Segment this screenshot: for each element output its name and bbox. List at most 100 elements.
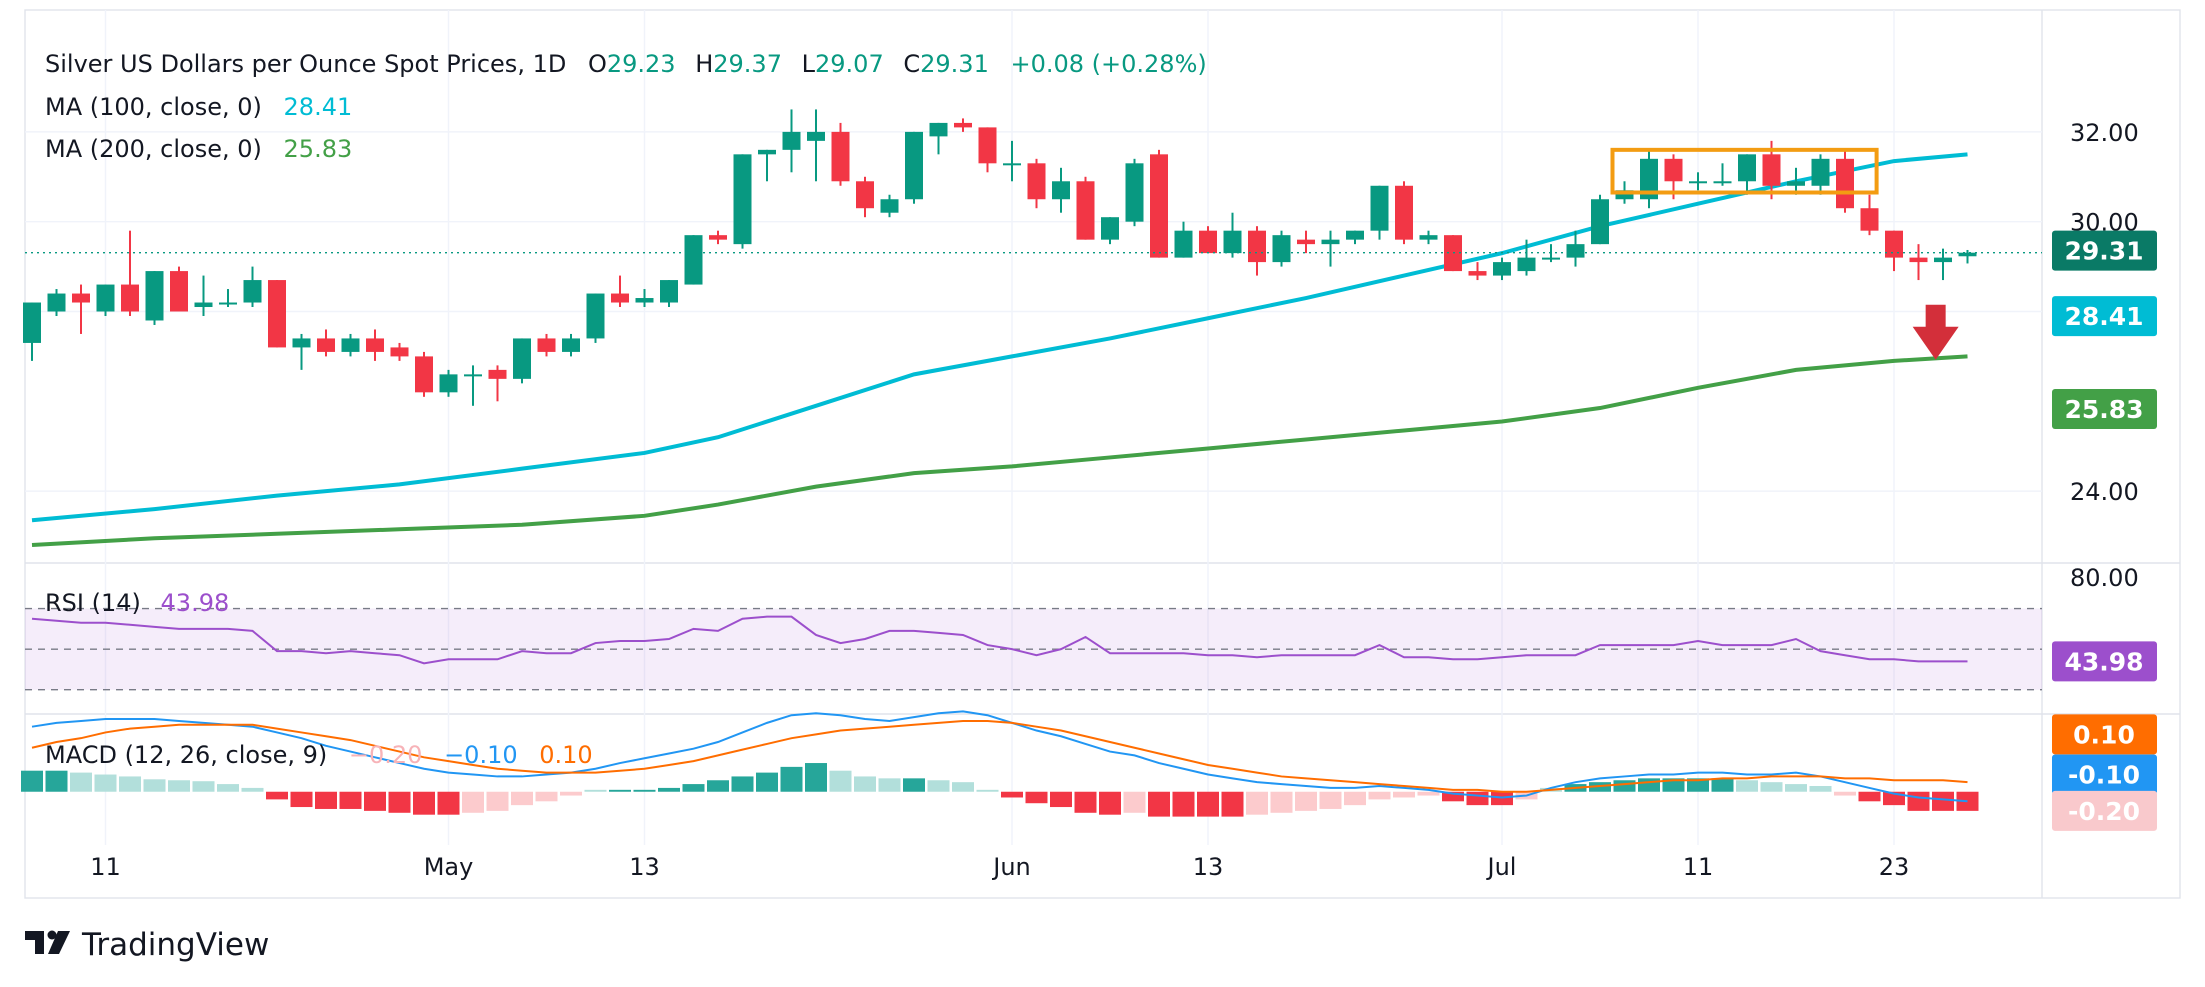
ma200-label: MA (200, close, 0) bbox=[45, 135, 262, 163]
candle bbox=[831, 122, 850, 186]
macd-histogram-bar bbox=[1050, 791, 1072, 808]
candle bbox=[1101, 217, 1119, 245]
candle bbox=[268, 280, 286, 348]
candle bbox=[292, 333, 311, 370]
time-axis-label: Jun bbox=[991, 853, 1031, 881]
candle bbox=[880, 194, 899, 218]
candle bbox=[1738, 154, 1756, 195]
candle-body bbox=[709, 235, 727, 240]
candle bbox=[733, 154, 752, 249]
candle bbox=[23, 302, 41, 361]
macd-signal-tag: 0.10 bbox=[2052, 714, 2157, 755]
candle bbox=[537, 333, 556, 357]
macd-histogram-bar bbox=[1687, 778, 1709, 792]
consolidation-box bbox=[1610, 147, 1879, 195]
candle bbox=[1027, 158, 1046, 209]
macd-histogram-bar bbox=[1834, 791, 1856, 796]
candle bbox=[1689, 172, 1707, 191]
candle bbox=[219, 289, 237, 308]
candle-body bbox=[1419, 235, 1438, 240]
candle-body bbox=[1027, 163, 1046, 200]
macd-histogram-bar bbox=[682, 784, 705, 792]
macd-histogram-bar bbox=[1246, 791, 1268, 815]
candle-body bbox=[611, 293, 629, 303]
macd-histogram-bar bbox=[1711, 778, 1734, 792]
candle-body bbox=[758, 149, 776, 155]
candle-body bbox=[121, 284, 139, 312]
candle bbox=[709, 230, 727, 245]
candle bbox=[145, 271, 164, 325]
macd-histogram-bar bbox=[1858, 791, 1881, 802]
candle bbox=[121, 230, 139, 316]
rsi-value: 43.98 bbox=[161, 589, 230, 617]
candle-body bbox=[660, 280, 678, 303]
candle bbox=[1640, 149, 1658, 209]
candle-body bbox=[194, 302, 213, 308]
candle-body bbox=[47, 293, 66, 312]
candle-body bbox=[170, 271, 188, 312]
macd-histogram-bar bbox=[486, 791, 509, 811]
candle-body bbox=[439, 374, 458, 393]
price-axis-label: 32.00 bbox=[2070, 119, 2139, 147]
svg-text:MACD (12, 26, close, 9): MACD (12, 26, close, 9) −0.20 −0.10 0.10 bbox=[45, 741, 593, 769]
macd-hist-tag-bg bbox=[2052, 790, 2157, 831]
macd-histogram-bar bbox=[1368, 791, 1391, 800]
candle bbox=[513, 338, 531, 384]
macd-histogram-bar bbox=[511, 791, 533, 806]
candle-body bbox=[562, 338, 580, 352]
macd-histogram-bar bbox=[1417, 791, 1440, 796]
macd-histogram-bar bbox=[413, 791, 435, 815]
candle-body bbox=[1542, 257, 1560, 260]
candle bbox=[807, 109, 825, 182]
candle bbox=[562, 333, 580, 357]
macd-histogram-bar bbox=[1319, 791, 1342, 809]
candle-body bbox=[415, 356, 433, 393]
macd-hist-value: −0.20 bbox=[349, 741, 423, 769]
macd-histogram-bar bbox=[21, 770, 43, 792]
last-price-tag-text: 29.31 bbox=[2064, 237, 2143, 266]
macd-histogram-bar bbox=[952, 782, 974, 792]
candle bbox=[1321, 230, 1340, 267]
tradingview-logo-text: TradingView bbox=[81, 927, 269, 963]
candle-body bbox=[954, 122, 972, 128]
candle bbox=[978, 127, 997, 173]
rsi-tag-bg bbox=[2052, 641, 2157, 682]
macd-pane bbox=[21, 710, 1979, 817]
price-axis-label: 24.00 bbox=[2070, 478, 2139, 506]
candle bbox=[929, 122, 948, 155]
candle bbox=[1003, 140, 1021, 182]
candle-body bbox=[1640, 158, 1658, 200]
candle-body bbox=[72, 293, 90, 303]
candle-body bbox=[856, 181, 874, 209]
ma100-line bbox=[31, 152, 1968, 523]
macd-histogram-bar bbox=[854, 776, 876, 792]
candle-body bbox=[1346, 230, 1364, 240]
candle-body bbox=[537, 338, 556, 352]
candle-body bbox=[1003, 163, 1021, 166]
candle bbox=[390, 342, 409, 361]
candle-body bbox=[219, 302, 237, 305]
candle-body bbox=[978, 127, 997, 164]
svg-text:MA (100, close, 0) 28.41: MA (100, close, 0) 28.41 bbox=[45, 93, 352, 121]
macd-signal-tag-bg bbox=[2052, 714, 2157, 755]
candle bbox=[1713, 163, 1732, 186]
tradingview-logo-dot bbox=[47, 930, 57, 940]
macd-histogram-bar bbox=[927, 780, 950, 792]
candle-body bbox=[1909, 257, 1928, 263]
macd-histogram-bar bbox=[584, 789, 607, 792]
tradingview-logo[interactable]: TradingView bbox=[25, 927, 269, 963]
macd-hist-tag: -0.20 bbox=[2052, 790, 2157, 831]
candle-body bbox=[807, 131, 825, 141]
candle-body bbox=[635, 298, 654, 303]
candle bbox=[488, 365, 507, 402]
macd-histogram-bar bbox=[1221, 791, 1244, 817]
candle bbox=[1909, 244, 1928, 281]
candle bbox=[1174, 221, 1193, 258]
candle bbox=[1566, 230, 1585, 267]
candle bbox=[586, 293, 605, 343]
candle-body bbox=[1860, 208, 1879, 231]
macd-line-tag-bg bbox=[2052, 754, 2157, 795]
macd-histogram-bar bbox=[1148, 791, 1170, 817]
macd-histogram-bar bbox=[1466, 791, 1489, 806]
